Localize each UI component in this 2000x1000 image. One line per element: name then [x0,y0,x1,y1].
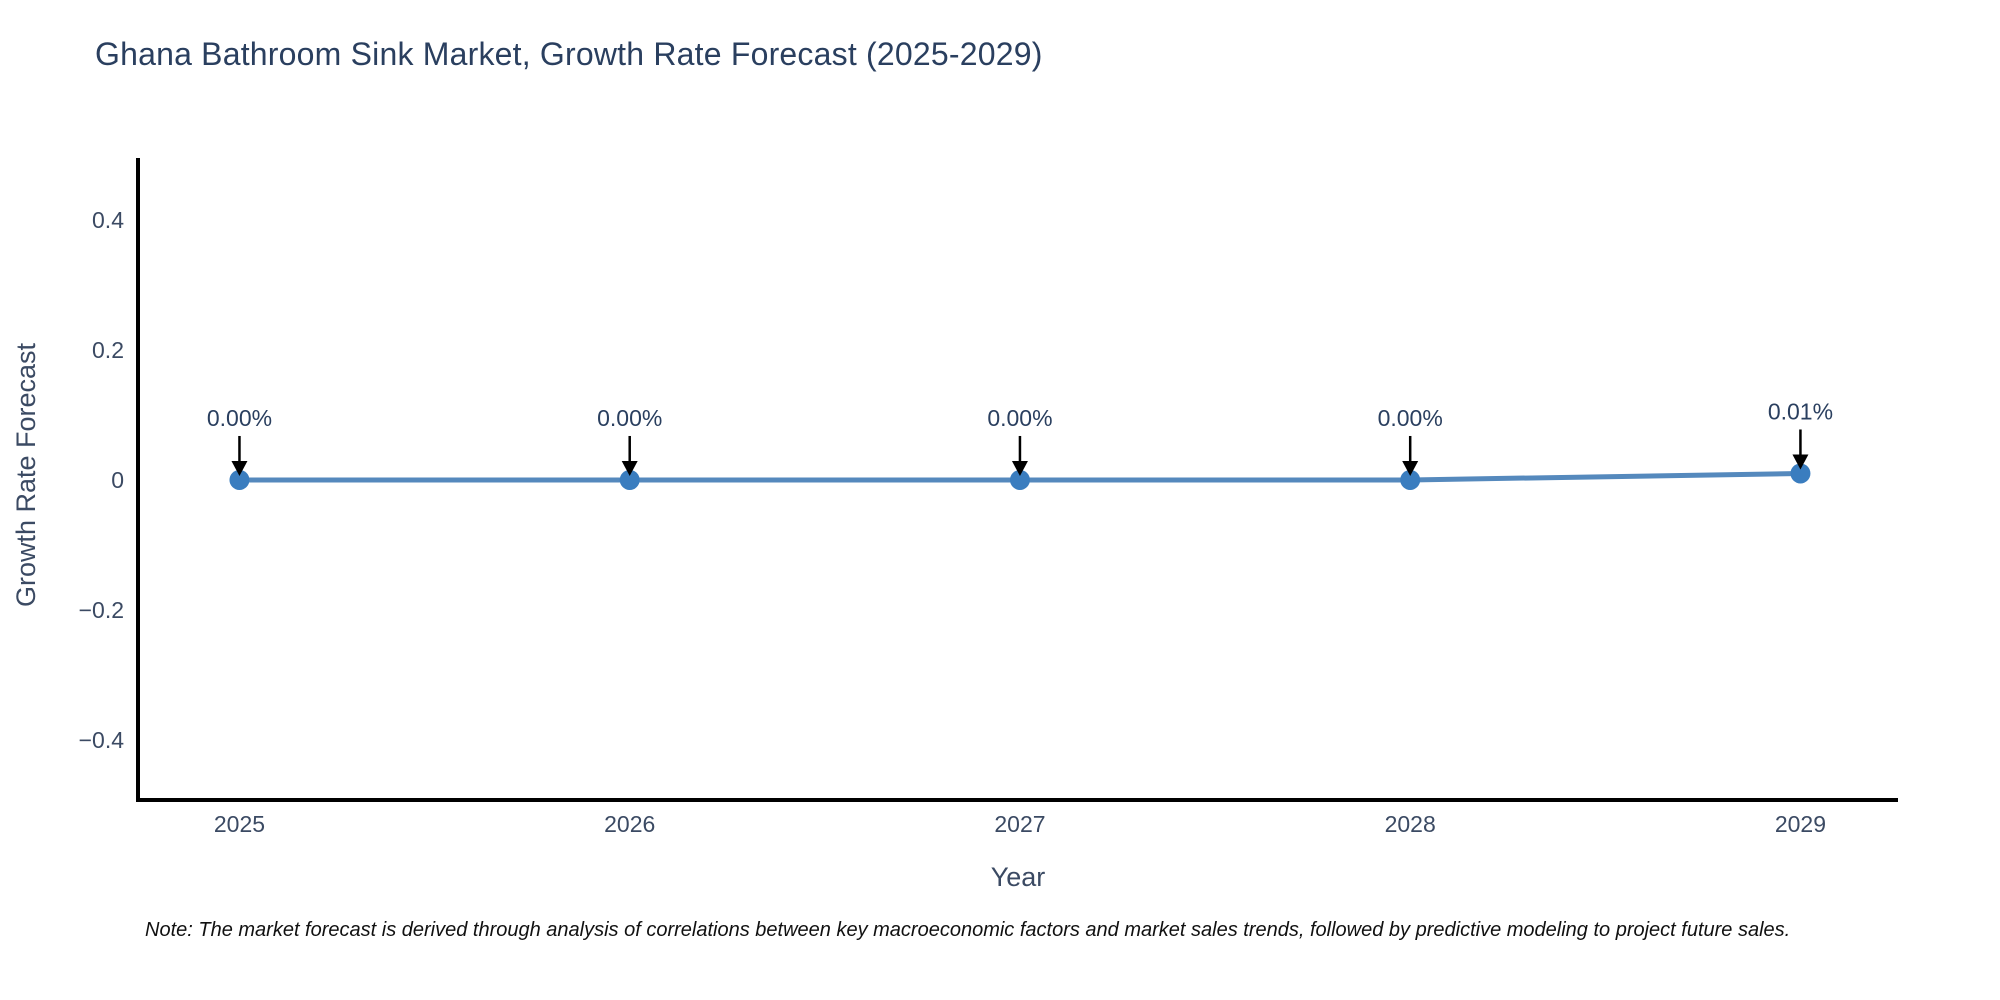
x-tick-label: 2026 [604,811,655,837]
data-point-marker [229,469,250,490]
annotation-label: 0.01% [1768,398,1833,424]
y-tick-label: −0.4 [79,727,125,753]
annotation-label: 0.00% [207,405,272,431]
annotation-label: 0.00% [987,405,1052,431]
y-axis-title: Growth Rate Forecast [10,342,41,608]
x-tick-label: 2028 [1385,811,1436,837]
annotation-arrow-head [1011,460,1028,476]
annotation-label: 0.00% [1378,405,1443,431]
annotation-arrow-head [231,460,248,476]
x-tick-label: 2029 [1775,811,1826,837]
data-point-marker [619,469,640,490]
x-tick-label: 2027 [994,811,1045,837]
y-tick-label: 0 [111,467,124,493]
annotation-arrow-head [1402,460,1419,476]
y-tick-label: 0.4 [92,207,124,233]
data-point-marker [1400,469,1421,490]
chart-title: Ghana Bathroom Sink Market, Growth Rate … [95,36,1043,72]
y-tick-label: 0.2 [92,337,124,363]
annotation-label: 0.00% [597,405,662,431]
footnote: Note: The market forecast is derived thr… [145,919,1791,941]
x-tick-label: 2025 [214,811,265,837]
data-point-marker [1790,463,1811,484]
annotation-arrow-head [621,460,638,476]
y-tick-label: −0.2 [79,597,124,623]
x-axis-title: Year [990,862,1046,892]
annotation-arrow-head [1792,454,1809,470]
data-point-marker [1009,469,1030,490]
